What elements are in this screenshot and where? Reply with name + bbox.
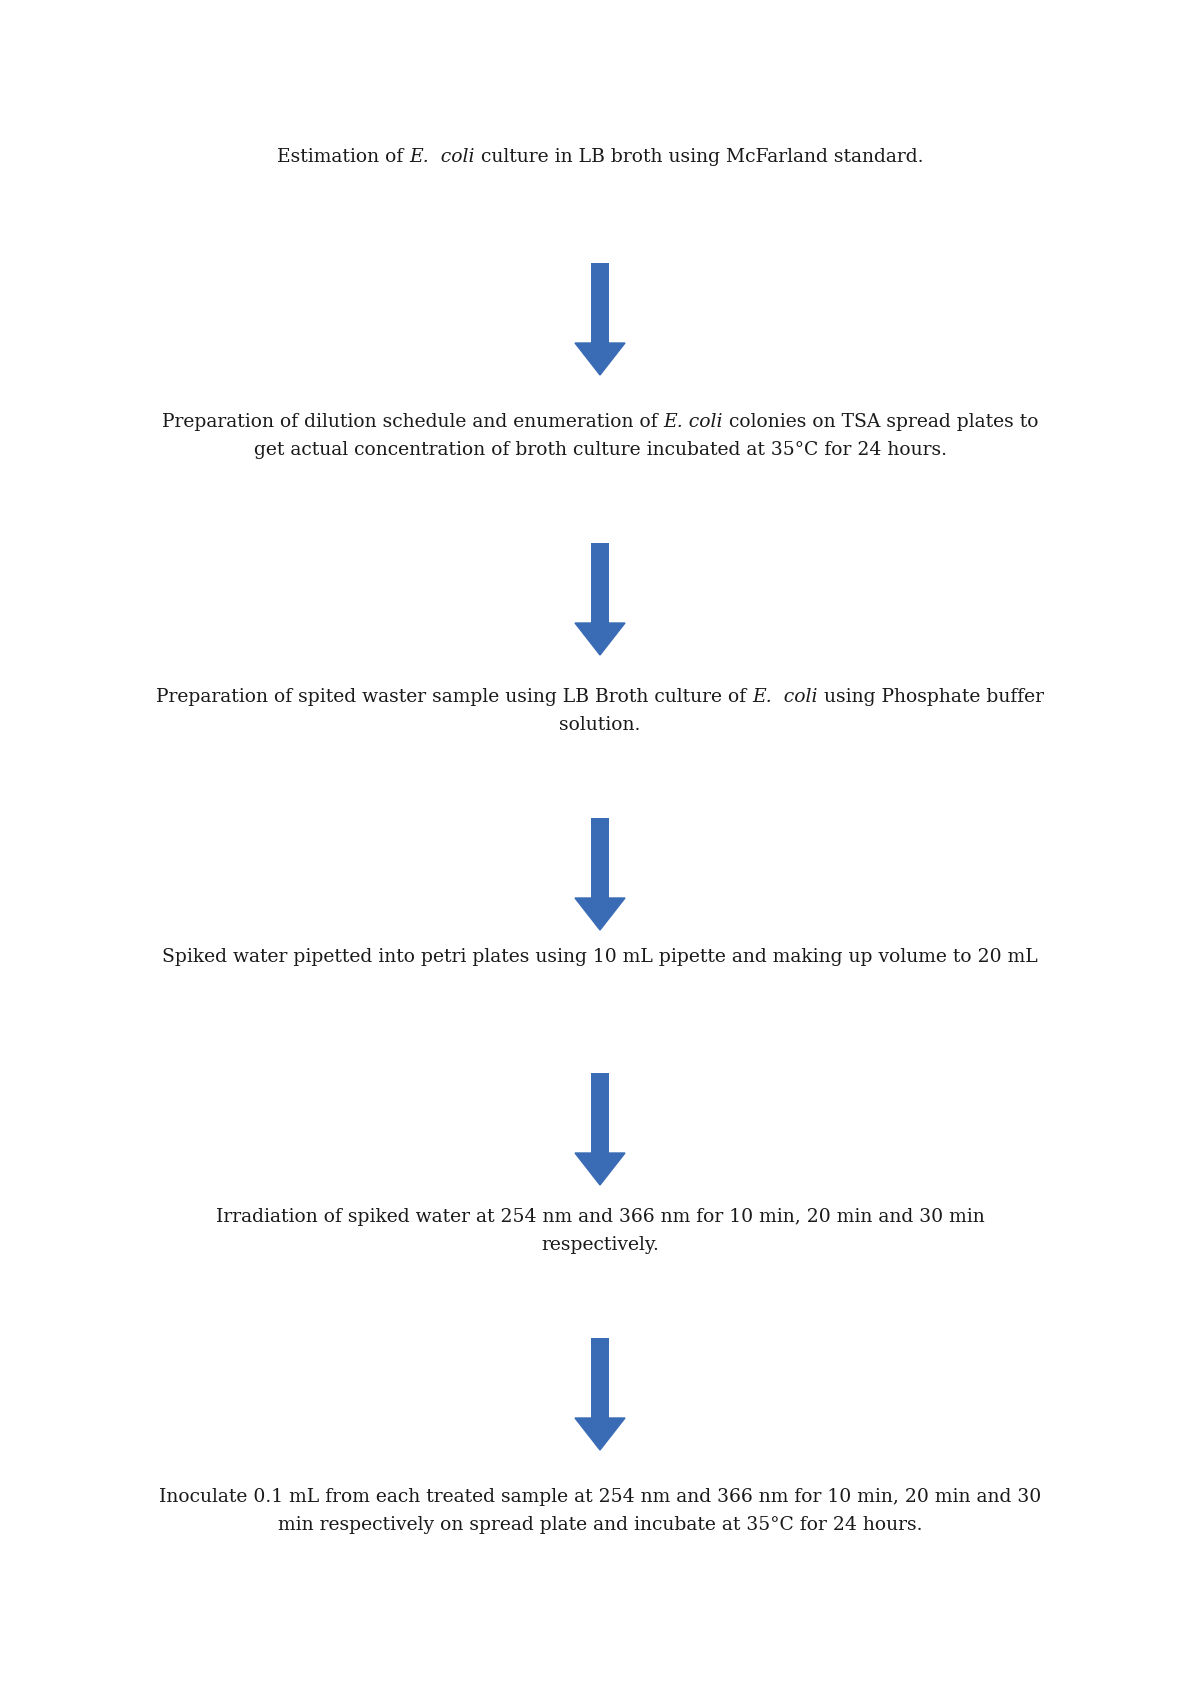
- Text: Spiked water pipetted into petri plates using 10 mL pipette and making up volume: Spiked water pipetted into petri plates …: [162, 947, 1038, 966]
- Text: respectively.: respectively.: [541, 1236, 659, 1255]
- Text: solution.: solution.: [559, 717, 641, 734]
- FancyBboxPatch shape: [592, 1338, 610, 1418]
- Polygon shape: [575, 1418, 625, 1450]
- Polygon shape: [575, 1153, 625, 1185]
- Text: colonies on TSA spread plates to: colonies on TSA spread plates to: [722, 413, 1038, 431]
- Text: using Phosphate buffer: using Phosphate buffer: [818, 688, 1044, 706]
- Text: Preparation of dilution schedule and enumeration of: Preparation of dilution schedule and enu…: [162, 413, 664, 431]
- Text: get actual concentration of broth culture incubated at 35°C for 24 hours.: get actual concentration of broth cultur…: [253, 441, 947, 458]
- Text: Preparation of spited waster sample using LB Broth culture of: Preparation of spited waster sample usin…: [156, 688, 752, 706]
- Text: Inoculate 0.1 mL from each treated sample at 254 nm and 366 nm for 10 min, 20 mi: Inoculate 0.1 mL from each treated sampl…: [158, 1487, 1042, 1506]
- FancyBboxPatch shape: [592, 818, 610, 898]
- Polygon shape: [575, 623, 625, 655]
- Polygon shape: [575, 343, 625, 375]
- Text: E.  coli: E. coli: [752, 688, 818, 706]
- Text: E.  coli: E. coli: [409, 148, 475, 166]
- Text: Estimation of: Estimation of: [277, 148, 409, 166]
- FancyBboxPatch shape: [592, 1073, 610, 1153]
- Text: min respectively on spread plate and incubate at 35°C for 24 hours.: min respectively on spread plate and inc…: [277, 1516, 923, 1533]
- Text: Irradiation of spiked water at 254 nm and 366 nm for 10 min, 20 min and 30 min: Irradiation of spiked water at 254 nm an…: [216, 1207, 984, 1226]
- Polygon shape: [575, 898, 625, 931]
- FancyBboxPatch shape: [592, 263, 610, 343]
- FancyBboxPatch shape: [592, 543, 610, 623]
- Text: culture in LB broth using McFarland standard.: culture in LB broth using McFarland stan…: [475, 148, 923, 166]
- Text: E. coli: E. coli: [664, 413, 722, 431]
